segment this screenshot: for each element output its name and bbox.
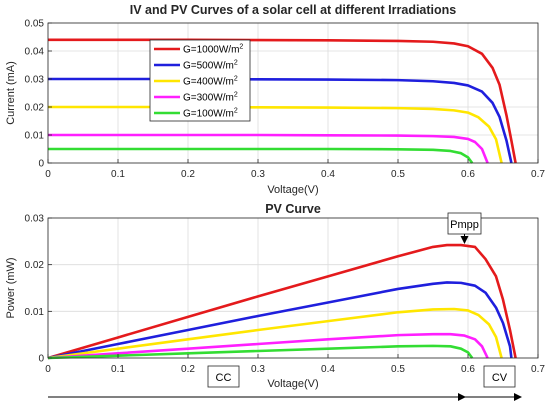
iv-x-tick-label: 0.2 xyxy=(181,169,195,180)
iv-y-tick-label: 0.03 xyxy=(25,75,45,86)
pv-chart: PV Curve 0 0.1 0.2 0.3 0.4 0.5 0.6 0.7 0 0.01 0.02… xyxy=(5,202,545,390)
pv-x-axis-label: Voltage(V) xyxy=(267,378,318,390)
pv-x-tick-label: 0.6 xyxy=(461,364,475,375)
cc-label: CC xyxy=(216,372,232,384)
iv-y-tick-label: 0.04 xyxy=(25,47,45,58)
iv-y-tick-label: 0 xyxy=(38,159,44,170)
pv-series-line-3 xyxy=(47,307,503,360)
pv-y-tick-label: 0.03 xyxy=(25,214,45,225)
iv-y-axis-label: Current (mA) xyxy=(5,61,17,125)
pmpp-label: Pmpp xyxy=(450,219,479,231)
iv-chart-title: IV and PV Curves of a solar cell at diff… xyxy=(130,3,457,17)
iv-y-tick-label: 0.02 xyxy=(25,103,45,114)
cc-annotation: CC xyxy=(207,365,240,388)
pv-x-tick-label: 0.2 xyxy=(181,364,195,375)
iv-legend-label-5: G=100W/m2 xyxy=(183,108,238,120)
iv-x-tick-label: 0.7 xyxy=(531,169,545,180)
pv-plot-area-border xyxy=(47,217,539,359)
pv-x-tick-label: 0.4 xyxy=(321,364,335,375)
iv-series-line-5 xyxy=(48,147,474,164)
pv-x-tick-label: 0.7 xyxy=(531,364,545,375)
iv-legend-label-4: G=300W/m2 xyxy=(183,92,238,104)
pv-y-tick-label: 0 xyxy=(38,354,44,365)
cc-box xyxy=(207,365,240,388)
pv-x-tick-label: 0 xyxy=(45,364,51,375)
iv-legend-label-1: G=1000W/m2 xyxy=(183,44,243,56)
iv-series-line-4 xyxy=(48,133,489,164)
iv-chart: IV and PV Curves of a solar cell at diff… xyxy=(5,3,545,196)
pv-series-line-5 xyxy=(47,344,474,360)
pmpp-annotation: Pmpp xyxy=(447,212,482,244)
pv-y-tick-label: 0.02 xyxy=(25,260,45,271)
cv-annotation: CV xyxy=(483,365,516,388)
iv-y-tick-label: 0.01 xyxy=(25,131,45,142)
pv-series-line-2 xyxy=(47,281,513,360)
pv-x-tick-label: 0.5 xyxy=(391,364,405,375)
pv-series-line-1 xyxy=(47,243,517,360)
pv-series-line-4 xyxy=(47,332,489,360)
iv-x-axis-label: Voltage(V) xyxy=(267,184,318,196)
pv-chart-title: PV Curve xyxy=(265,202,321,216)
iv-plot-area-border xyxy=(47,22,539,164)
iv-x-tick-label: 0.5 xyxy=(391,169,405,180)
pv-y-axis-label: Power (mW) xyxy=(5,257,17,318)
pv-x-tick-label: 0.1 xyxy=(111,364,125,375)
iv-x-tick-label: 0 xyxy=(45,169,51,180)
pv-x-tick-label: 0.3 xyxy=(251,364,265,375)
iv-x-tick-label: 0.1 xyxy=(111,169,125,180)
iv-x-tick-label: 0.4 xyxy=(321,169,335,180)
cv-box xyxy=(483,365,516,388)
iv-legend-label-2: G=500W/m2 xyxy=(183,60,238,72)
iv-legend-label-3: G=400W/m2 xyxy=(183,76,238,88)
pv-y-tick-label: 0.01 xyxy=(25,307,45,318)
cv-label: CV xyxy=(492,372,508,384)
iv-y-tick-label: 0.05 xyxy=(25,19,45,30)
iv-legend: G=1000W/m2 G=500W/m2 G=400W/m2 G=300W/m2 G=1… xyxy=(149,39,251,122)
iv-x-tick-label: 0.6 xyxy=(461,169,475,180)
iv-x-tick-label: 0.3 xyxy=(251,169,265,180)
